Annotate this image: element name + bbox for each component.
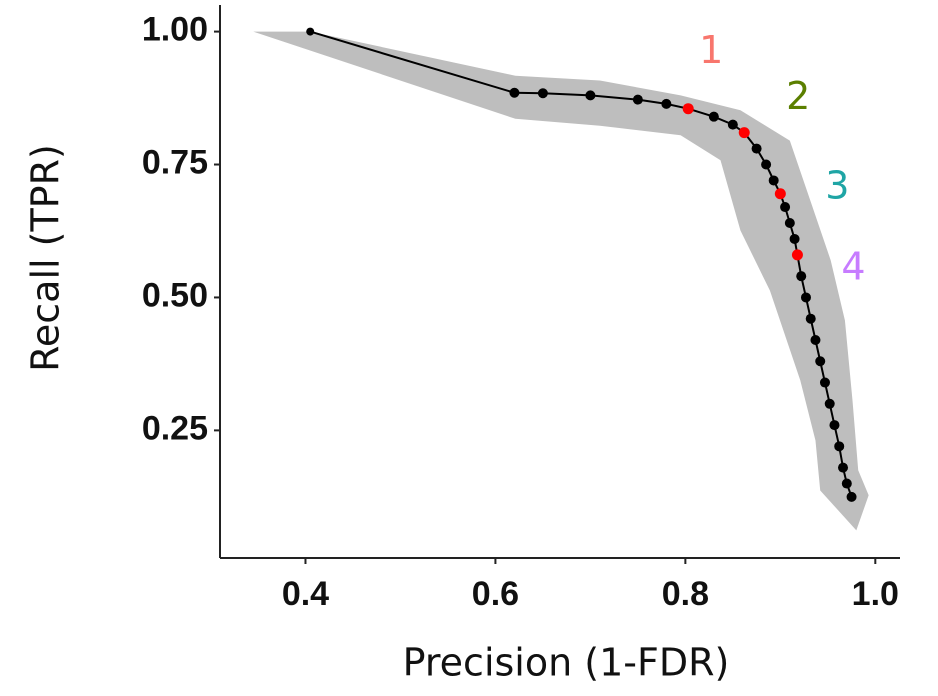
curve-point bbox=[841, 478, 852, 489]
x-tick-label: 0.6 bbox=[472, 575, 519, 613]
confidence-band bbox=[253, 31, 869, 531]
y-tick-label: 1.00 bbox=[142, 11, 208, 49]
curve-point bbox=[768, 175, 779, 186]
highlight-point bbox=[774, 188, 786, 200]
highlight-label: 1 bbox=[699, 28, 723, 72]
curve-point bbox=[780, 202, 791, 213]
highlight-label: 3 bbox=[825, 163, 849, 207]
x-tick-label: 1.0 bbox=[852, 575, 899, 613]
curve-point bbox=[585, 90, 596, 101]
curve-point bbox=[306, 27, 315, 36]
curve-point bbox=[824, 398, 835, 409]
curve-point bbox=[761, 159, 772, 170]
y-axis-title: Recall (TPR) bbox=[24, 144, 68, 372]
highlight-label: 4 bbox=[841, 244, 865, 288]
curve-point bbox=[805, 313, 816, 324]
curve-point bbox=[819, 377, 830, 388]
y-tick-label: 0.25 bbox=[142, 409, 208, 447]
x-axis-title: Precision (1-FDR) bbox=[403, 641, 730, 685]
curve-point bbox=[789, 233, 800, 244]
curve-point bbox=[661, 98, 672, 109]
curve-point bbox=[834, 441, 845, 452]
x-tick-label: 0.4 bbox=[282, 575, 329, 613]
curve-point bbox=[727, 119, 738, 130]
y-tick-label: 0.75 bbox=[142, 144, 208, 182]
curve-point bbox=[632, 94, 643, 105]
highlight-point bbox=[791, 249, 803, 261]
curve-point bbox=[829, 420, 840, 431]
curve-point bbox=[796, 271, 807, 282]
curve-point bbox=[751, 143, 762, 154]
curve-point bbox=[509, 87, 520, 98]
curve-point bbox=[810, 334, 821, 345]
highlight-label: 2 bbox=[786, 74, 810, 118]
curve-point bbox=[838, 462, 849, 473]
curve-point bbox=[708, 111, 719, 122]
curve-point bbox=[537, 88, 548, 99]
curve-point bbox=[846, 491, 857, 502]
curve-point bbox=[815, 356, 826, 367]
y-tick-label: 0.50 bbox=[142, 276, 208, 314]
highlight-point bbox=[682, 103, 694, 115]
highlight-point bbox=[738, 127, 750, 139]
curve-point bbox=[800, 292, 811, 303]
x-tick-label: 0.8 bbox=[662, 575, 709, 613]
curve-point bbox=[784, 218, 795, 229]
